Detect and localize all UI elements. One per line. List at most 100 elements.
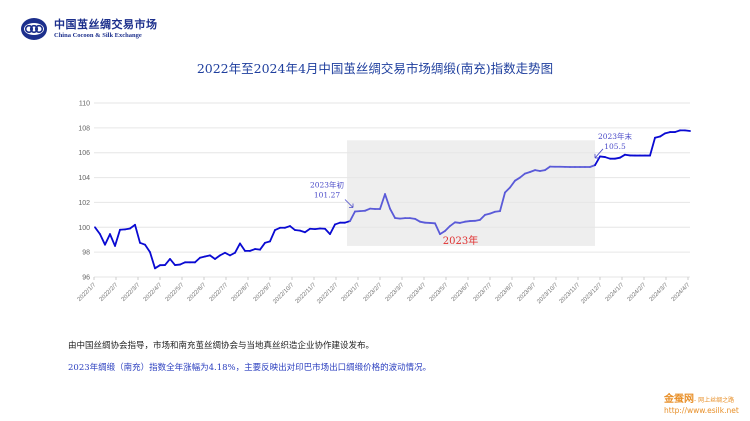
logo-chinese-name: 中国茧丝绸交易市场 bbox=[54, 17, 158, 31]
x-tick-label: 2022/1/7 bbox=[77, 282, 98, 303]
note-line-1: 由中国丝绸协会指导，市场和南充茧丝绸协会与当地真丝织造企业协作建设发布。 bbox=[68, 341, 375, 351]
x-tick-label: 2023/9/7 bbox=[517, 282, 538, 303]
series-segment bbox=[439, 230, 446, 236]
series-segment bbox=[219, 251, 226, 257]
series-segment bbox=[259, 241, 266, 251]
y-tick-label: 104 bbox=[78, 175, 90, 182]
series-segment bbox=[519, 172, 526, 179]
series-segment bbox=[234, 242, 241, 254]
x-tick-label: 2023/5/7 bbox=[429, 282, 450, 303]
series-segment bbox=[544, 165, 551, 172]
series-segment bbox=[594, 155, 601, 167]
series-segment bbox=[114, 228, 121, 247]
shaded-region-2023 bbox=[347, 140, 595, 246]
series-segment bbox=[479, 213, 486, 221]
x-tick-label: 2023/11/7 bbox=[559, 282, 582, 305]
series-segment bbox=[209, 254, 216, 260]
brand-watermark: 金蚕网- 网上丝绸之路 http://www.esilk.net bbox=[664, 387, 739, 415]
x-tick-label: 2023/8/7 bbox=[495, 282, 516, 303]
x-tick-label: 2022/4/7 bbox=[143, 282, 164, 303]
series-segment bbox=[384, 193, 391, 210]
series-segment bbox=[434, 222, 441, 236]
brand-url[interactable]: http://www.esilk.net bbox=[664, 406, 739, 415]
x-tick-label: 2022/6/7 bbox=[187, 282, 208, 303]
annotation-value: 105.5 bbox=[604, 142, 626, 151]
brand-slogan: - 网上丝绸之路 bbox=[694, 397, 735, 404]
series-segment bbox=[504, 186, 511, 194]
series-segment bbox=[499, 191, 506, 213]
x-tick-label: 2023/3/7 bbox=[385, 282, 406, 303]
series-segment bbox=[364, 207, 371, 212]
series-segment bbox=[129, 223, 136, 230]
series-segment bbox=[324, 227, 331, 236]
y-tick-label: 108 bbox=[78, 125, 90, 132]
x-tick-label: 2022/2/7 bbox=[99, 282, 120, 303]
y-tick-label: 98 bbox=[82, 250, 90, 257]
x-tick-label: 2022/5/7 bbox=[165, 282, 186, 303]
x-tick-label: 2022/3/7 bbox=[121, 282, 142, 303]
y-tick-label: 102 bbox=[78, 200, 90, 207]
series-segment bbox=[229, 251, 236, 257]
x-tick-label: 2023/4/7 bbox=[407, 282, 428, 303]
x-tick-label: 2024/1/7 bbox=[605, 282, 626, 303]
x-tick-label: 2022/9/7 bbox=[253, 282, 274, 303]
x-tick-label: 2024/2/7 bbox=[627, 282, 648, 303]
series-segment bbox=[109, 233, 116, 247]
series-segment bbox=[99, 233, 106, 246]
cocoon-emblem-icon bbox=[21, 18, 47, 40]
series-segment bbox=[154, 264, 161, 270]
chart-title: 2022年至2024年4月中国茧丝绸交易市场绸缎(南充)指数走势图 bbox=[196, 61, 554, 76]
series-segment bbox=[329, 223, 336, 236]
y-tick-label: 110 bbox=[79, 101, 90, 108]
annotation-label: 2023年末 bbox=[598, 131, 633, 141]
x-tick-label: 2023/12/7 bbox=[580, 282, 604, 306]
y-tick-label: 106 bbox=[78, 150, 90, 157]
series-segment bbox=[144, 243, 151, 254]
series-segment bbox=[414, 217, 421, 223]
series-segment bbox=[224, 251, 231, 257]
series-segment bbox=[649, 136, 656, 157]
series-segment bbox=[169, 258, 176, 266]
series-segment bbox=[514, 176, 521, 182]
x-tick-label: 2023/1/7 bbox=[341, 282, 362, 303]
series-segment bbox=[349, 210, 356, 222]
y-tick-label: 96 bbox=[82, 275, 90, 282]
shaded-region-label: 2023年 bbox=[443, 234, 478, 247]
series-segment bbox=[149, 251, 156, 270]
logo-english-name: China Cocoon & Silk Exchange bbox=[54, 31, 142, 39]
x-tick-label: 2022/10/7 bbox=[272, 282, 296, 306]
x-tick-label: 2023/2/7 bbox=[363, 282, 384, 303]
series-segment bbox=[389, 207, 396, 219]
x-tick-label: 2022/12/7 bbox=[316, 282, 340, 306]
x-tick-label: 2022/11/7 bbox=[295, 282, 318, 305]
x-tick-label: 2022/7/7 bbox=[209, 282, 230, 303]
annotation-arrow bbox=[594, 148, 604, 159]
series-segment bbox=[379, 193, 386, 210]
series-segment bbox=[164, 258, 171, 266]
annotation-arrow bbox=[344, 199, 354, 208]
series-segment bbox=[269, 229, 276, 243]
series-segment bbox=[304, 227, 311, 234]
series-segment bbox=[214, 254, 221, 260]
x-tick-label: 2022/8/7 bbox=[231, 282, 252, 303]
brand-name: 金蚕网 bbox=[664, 394, 694, 405]
y-tick-label: 100 bbox=[78, 225, 90, 232]
x-tick-label: 2024/3/7 bbox=[649, 282, 670, 303]
series-segment bbox=[194, 256, 201, 264]
series-segment bbox=[444, 225, 451, 232]
x-tick-label: 2023/6/7 bbox=[451, 282, 472, 303]
series-segment bbox=[289, 225, 296, 231]
series-segment bbox=[619, 153, 626, 159]
series-segment bbox=[509, 179, 516, 189]
series-segment bbox=[684, 129, 691, 132]
x-tick-label: 2024/4/7 bbox=[671, 282, 692, 303]
note-line-2: 2023年绸缎（南充）指数全年涨幅为4.18%，主要反映出对印巴市场出口绸缎价格… bbox=[68, 363, 432, 373]
series-segment bbox=[179, 261, 186, 266]
logo: 中国茧丝绸交易市场 China Cocoon & Silk Exchange bbox=[20, 17, 158, 41]
series-segment bbox=[104, 233, 111, 246]
annotation-label: 2023年初 bbox=[310, 180, 344, 190]
series-segment bbox=[449, 221, 456, 227]
series-segment bbox=[239, 242, 246, 252]
